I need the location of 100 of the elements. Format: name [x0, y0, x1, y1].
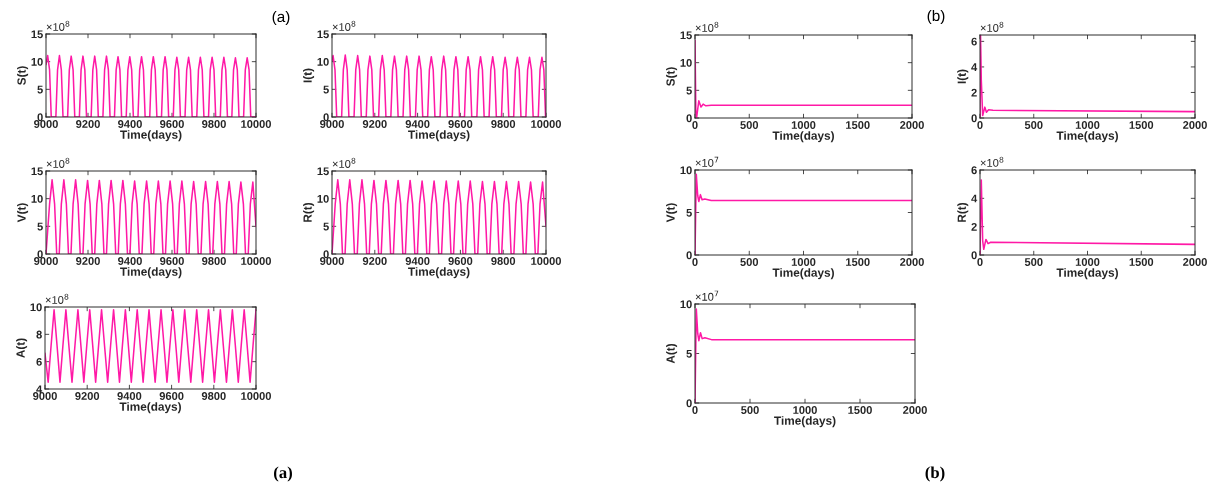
x-tick-label: 10000	[531, 257, 561, 265]
y-axis-title: S(t)	[666, 67, 678, 86]
y-tick-label: 15	[680, 31, 692, 40]
text: (b)	[925, 466, 945, 482]
y-tick-label: 15	[317, 167, 329, 176]
y-tick-label: 0	[323, 250, 329, 259]
x-tick-label: 9800	[202, 120, 226, 128]
x-tick-label: 9600	[159, 392, 184, 400]
y-tick-label: 5	[323, 85, 329, 94]
x-tick-label: 9400	[405, 257, 430, 265]
y-tick-label: 15	[317, 30, 329, 39]
x-tick-label: 2000	[900, 121, 924, 129]
x-tick-label: 9000	[34, 257, 58, 265]
x-axis-title: Time(days)	[1056, 131, 1118, 143]
x-tick-label: 9000	[33, 392, 57, 400]
text: ×10$^{7}$	[695, 156, 719, 167]
y-tick-label: 2	[971, 88, 977, 97]
y-tick-label: 5	[686, 208, 692, 217]
y-axis-title: V(t)	[17, 203, 29, 223]
x-tick-label: 1500	[848, 406, 872, 414]
x-tick-label: 500	[741, 406, 759, 414]
y-tick-label: 10	[317, 194, 329, 203]
y-axis-title: A(t)	[666, 343, 678, 364]
y-tick-label: 10	[680, 58, 692, 67]
x-tick-label: 9800	[491, 120, 516, 128]
x-tick-label: 2000	[1183, 121, 1207, 129]
x-tick-label: 9400	[118, 257, 142, 265]
x-axis-title: Time(days)	[1056, 268, 1118, 280]
y-tick-label: 6	[36, 357, 42, 366]
y-tick-label: 6	[971, 166, 977, 175]
x-tick-label: 9600	[448, 120, 473, 128]
x-axis-title: Time(days)	[120, 267, 182, 279]
x-tick-label: 0	[692, 121, 698, 129]
y-tick-label: 10	[317, 57, 329, 66]
y-tick-label: 4	[971, 194, 978, 203]
y-tick-label: 5	[686, 86, 692, 95]
y-axis-title: I(t)	[303, 68, 315, 83]
text: (b)	[927, 9, 945, 25]
x-tick-label: 1000	[793, 406, 817, 414]
y-tick-label: 4	[971, 63, 978, 71]
x-tick-label: 1500	[1129, 121, 1154, 129]
x-tick-label: 10000	[241, 392, 271, 400]
x-tick-label: 9200	[362, 257, 387, 265]
x-tick-label: 500	[1024, 258, 1043, 266]
x-tick-label: 2000	[903, 406, 927, 414]
x-tick-label: 9200	[362, 120, 387, 128]
y-tick-label: 10	[30, 303, 42, 312]
x-tick-label: 2000	[900, 258, 924, 266]
y-tick-label: 15	[31, 167, 43, 176]
text: ×10$^{7}$	[695, 290, 719, 301]
x-tick-label: 1500	[1129, 258, 1154, 266]
x-tick-label: 500	[1024, 121, 1043, 129]
x-tick-label: 9600	[160, 120, 184, 128]
text: ×10$^{8}$	[695, 21, 719, 32]
text: ×10$^{8}$	[980, 156, 1004, 167]
x-axis-title: Time(days)	[408, 130, 470, 142]
x-axis-title: Time(days)	[772, 268, 834, 280]
x-tick-label: 9000	[320, 257, 344, 265]
y-tick-label: 2	[971, 222, 977, 231]
y-tick-label: 5	[37, 85, 43, 94]
y-tick-label: 10	[31, 194, 43, 203]
x-tick-label: 1000	[1075, 258, 1100, 266]
x-tick-label: 0	[977, 258, 983, 266]
x-tick-label: 0	[977, 121, 983, 129]
y-tick-label: 15	[31, 30, 43, 39]
y-axis-title: I(t)	[957, 69, 969, 84]
x-tick-label: 10000	[241, 120, 271, 128]
x-axis-title: Time(days)	[772, 131, 834, 143]
x-tick-label: 9400	[117, 392, 142, 400]
x-tick-label: 9000	[320, 120, 344, 128]
y-tick-label: 0	[37, 250, 43, 259]
y-tick-label: 10	[680, 166, 692, 175]
x-axis-title: Time(days)	[120, 130, 182, 142]
x-tick-label: 1500	[846, 121, 870, 129]
x-tick-label: 2000	[1183, 258, 1207, 266]
y-tick-label: 5	[323, 222, 329, 231]
x-tick-label: 1000	[1075, 121, 1100, 129]
text: ×10$^{8}$	[332, 157, 356, 168]
x-tick-label: 1000	[791, 121, 816, 129]
text: ×10$^{8}$	[980, 21, 1004, 32]
x-tick-label: 9600	[160, 257, 184, 265]
y-axis-title: R(t)	[957, 202, 969, 222]
text: ×10$^{8}$	[46, 157, 70, 168]
x-tick-label: 500	[740, 121, 759, 129]
y-tick-label: 10	[680, 300, 692, 309]
x-tick-label: 9800	[202, 257, 226, 265]
text: (a)	[274, 466, 292, 482]
x-tick-label: 9600	[448, 257, 473, 265]
x-tick-label: 1500	[846, 258, 870, 266]
x-tick-label: 0	[692, 406, 698, 414]
x-tick-label: 9200	[76, 257, 100, 265]
y-tick-label: 0	[686, 399, 692, 408]
text: ×10$^{8}$	[45, 293, 69, 304]
x-tick-label: 10000	[531, 120, 561, 128]
x-tick-label: 9200	[75, 392, 100, 400]
x-axis-title: Time(days)	[408, 267, 470, 279]
x-tick-label: 9400	[405, 120, 430, 128]
x-tick-label: 9800	[201, 392, 226, 400]
text: ×10$^{8}$	[46, 20, 70, 31]
y-tick-label: 0	[37, 113, 43, 122]
